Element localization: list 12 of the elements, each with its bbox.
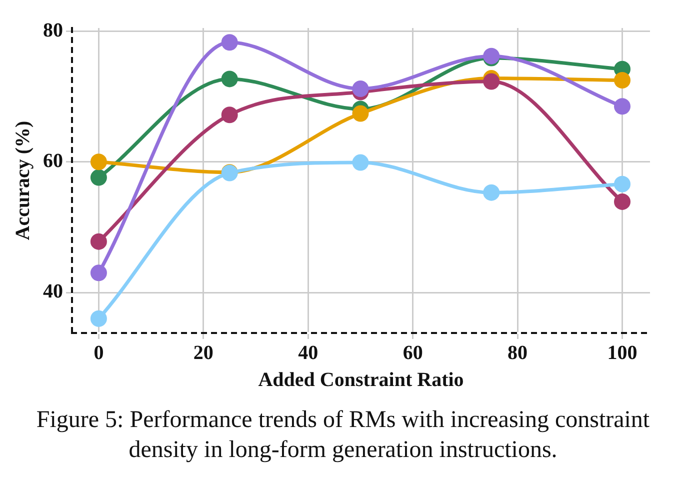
y-tick-label: 60 bbox=[43, 150, 63, 172]
y-tick-label: 40 bbox=[43, 280, 63, 303]
x-axis-title: Added Constraint Ratio bbox=[258, 369, 464, 392]
y-axis-title: Accuracy (%) bbox=[12, 120, 34, 240]
x-tick-label: 20 bbox=[193, 342, 214, 364]
x-tick-label: 80 bbox=[508, 342, 528, 364]
caption: Figure 5: Performance trends of RMs with increasing constraint density in long-form generation instructions. bbox=[35, 406, 651, 465]
x-tick-label: 0 bbox=[94, 342, 104, 364]
x-tick-label: 100 bbox=[607, 342, 638, 364]
x-tick-label: 60 bbox=[402, 342, 423, 364]
x-tick-label: 40 bbox=[298, 342, 318, 364]
y-tick-label: 80 bbox=[43, 19, 63, 42]
